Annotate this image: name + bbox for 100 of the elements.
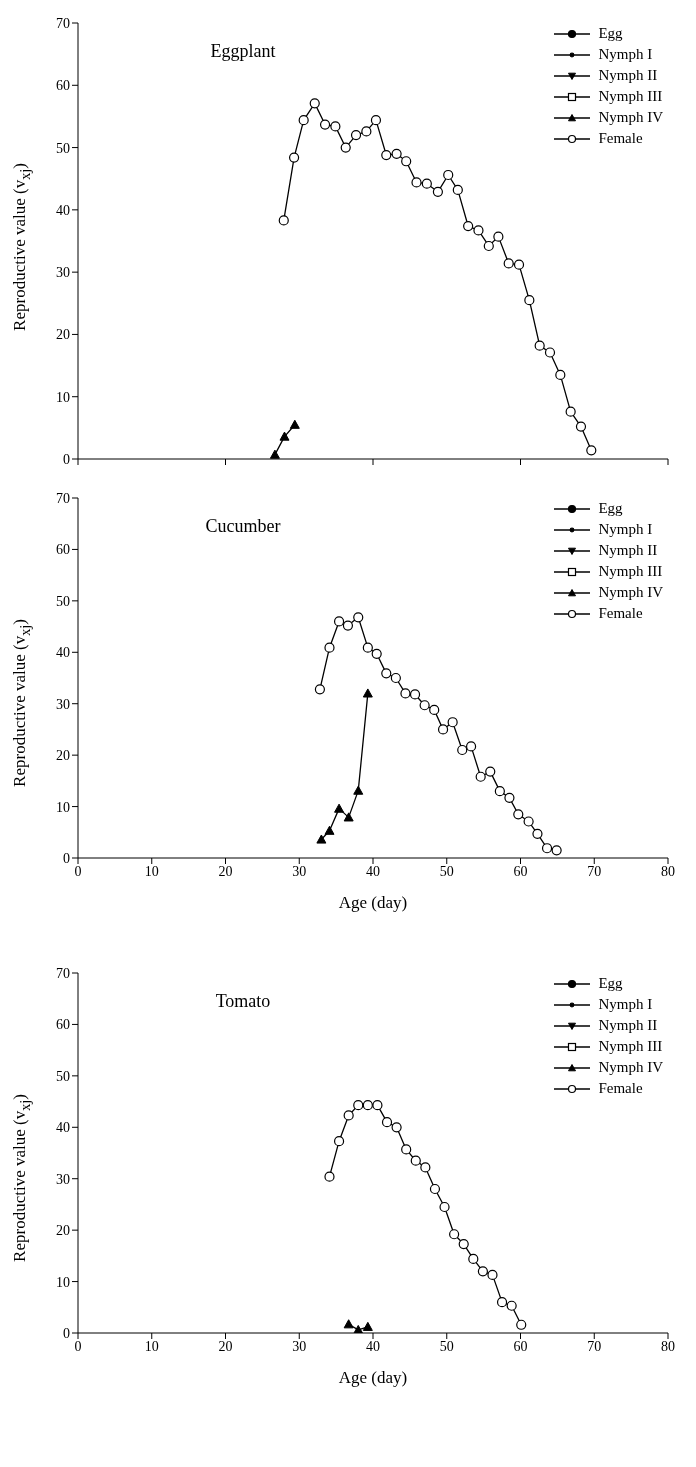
- point: [447, 717, 458, 728]
- point: [437, 724, 449, 735]
- point: [400, 688, 411, 699]
- point: [353, 612, 364, 623]
- y-tick-label: 20: [56, 1223, 70, 1239]
- y-tick-label: 60: [56, 78, 70, 94]
- y-tick-label: 70: [56, 965, 70, 981]
- point: [429, 1183, 441, 1195]
- legend-label: Egg: [598, 25, 623, 42]
- y-tick-label: 50: [56, 140, 70, 156]
- point: [465, 741, 477, 752]
- x-tick-label: 20: [218, 863, 233, 879]
- point: [381, 668, 392, 679]
- legend-label: Egg: [598, 975, 623, 992]
- x-tick-label: 60: [513, 1338, 528, 1354]
- point: [324, 825, 335, 835]
- point: [432, 186, 443, 197]
- y-tick-label: 60: [56, 542, 70, 558]
- y-tick-label: 40: [56, 645, 70, 661]
- x-tick-label: 0: [74, 863, 82, 879]
- point: [419, 700, 430, 711]
- y-tick-label: 50: [56, 1068, 70, 1084]
- x-tick-label: 20: [218, 1338, 233, 1354]
- text: Tomato: [214, 991, 272, 1012]
- x-tick-label: 50: [439, 1338, 454, 1354]
- point: [362, 1321, 373, 1331]
- legend-label: Nymph II: [598, 542, 658, 559]
- point: [523, 816, 534, 827]
- point: [457, 744, 468, 756]
- x-tick-label: 50: [439, 863, 454, 879]
- point: [483, 240, 494, 252]
- point: [534, 340, 545, 351]
- point: [449, 1229, 460, 1240]
- point: [279, 431, 290, 441]
- point: [309, 98, 320, 109]
- point: [343, 812, 354, 822]
- legend-label: Nymph II: [598, 67, 658, 84]
- point: [452, 184, 463, 196]
- point: [330, 121, 341, 132]
- legend-label: Female: [598, 130, 643, 147]
- point: [458, 1238, 469, 1250]
- point: [278, 215, 289, 226]
- y-tick-label: 50: [56, 593, 70, 609]
- point: [390, 672, 401, 684]
- y-tick-label: 40: [56, 202, 70, 218]
- legend-label: Female: [598, 1080, 643, 1097]
- y-tick-label: 10: [56, 799, 70, 815]
- point: [381, 149, 392, 161]
- x-tick-label: 60: [513, 863, 528, 879]
- point: [381, 1117, 393, 1128]
- point: [565, 406, 576, 417]
- point: [575, 421, 587, 432]
- point: [473, 225, 484, 236]
- x-tick-label: 40: [366, 863, 380, 879]
- point: [439, 1201, 450, 1213]
- y-tick-label: 20: [56, 748, 70, 764]
- point: [463, 220, 474, 232]
- point: [541, 843, 553, 854]
- legend-label: Nymph III: [598, 88, 663, 105]
- point: [532, 828, 543, 839]
- point: [362, 688, 373, 698]
- point: [391, 1122, 402, 1133]
- point: [468, 1253, 479, 1265]
- point: [342, 620, 354, 631]
- point: [555, 369, 566, 381]
- text: Cucumber: [204, 516, 282, 537]
- x-tick-label: 70: [587, 863, 602, 879]
- point: [353, 1324, 364, 1333]
- point: [334, 803, 345, 813]
- y-tick-label: 30: [56, 265, 70, 281]
- point: [288, 152, 300, 163]
- x-tick-label: 10: [144, 863, 159, 879]
- y-tick-label: 10: [56, 389, 70, 405]
- point: [429, 704, 440, 715]
- y-tick-label: 70: [56, 490, 70, 506]
- point: [343, 1319, 354, 1329]
- point: [409, 689, 421, 700]
- point: [353, 1100, 364, 1111]
- point: [370, 115, 382, 126]
- point: [504, 792, 515, 803]
- y-tick-label: 20: [56, 327, 70, 343]
- point: [333, 616, 345, 627]
- point: [314, 684, 325, 695]
- point: [269, 449, 280, 459]
- point: [333, 1136, 345, 1147]
- point: [496, 1297, 508, 1308]
- point: [524, 295, 535, 306]
- y-tick-label: 60: [56, 1017, 70, 1033]
- point: [551, 845, 562, 856]
- point: [410, 1155, 421, 1166]
- point: [475, 771, 486, 782]
- legend-label: Nymph I: [598, 521, 653, 538]
- point: [421, 178, 432, 189]
- point: [298, 115, 309, 126]
- point: [503, 258, 514, 269]
- point: [586, 445, 597, 456]
- point: [361, 126, 372, 137]
- legend-label: Nymph III: [598, 1038, 663, 1055]
- x-tick-label: 80: [661, 863, 675, 879]
- point: [411, 177, 422, 188]
